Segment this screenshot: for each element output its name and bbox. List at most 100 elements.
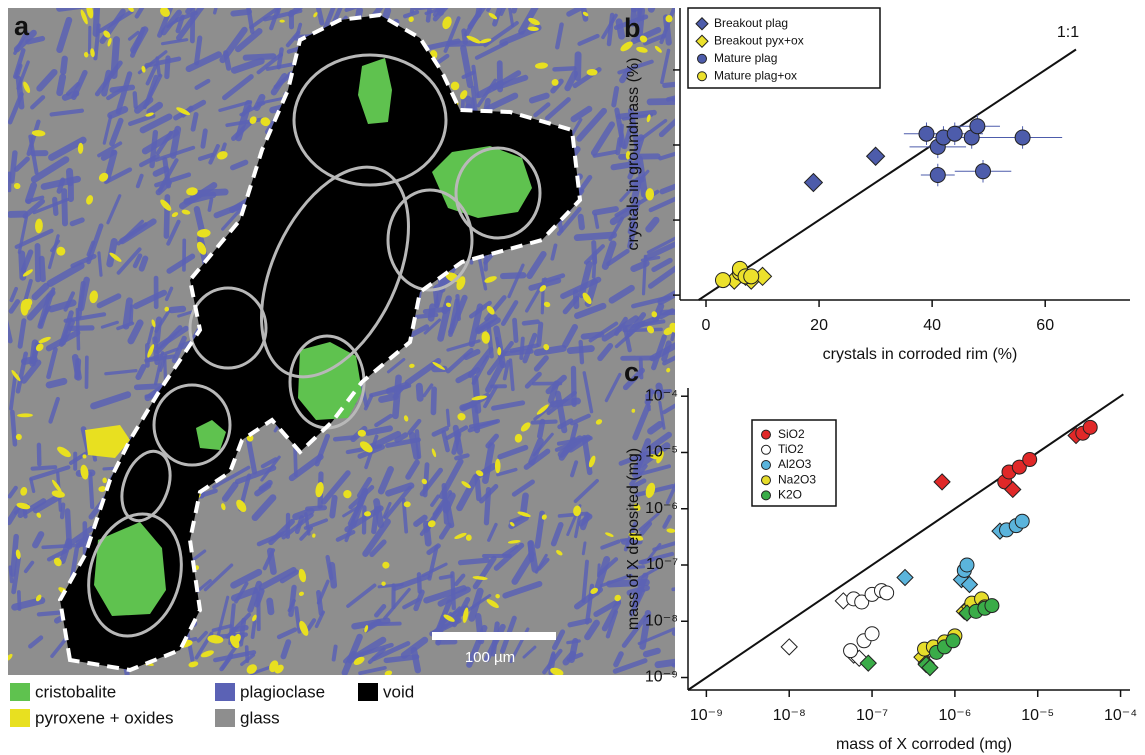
plagioclase-lath — [416, 7, 437, 9]
plagioclase-lath — [63, 59, 65, 72]
plagioclase-lath — [381, 397, 395, 400]
plagioclase-lath — [461, 560, 488, 562]
circle-marker — [919, 126, 934, 141]
circle-marker — [946, 634, 960, 648]
plagioclase-lath — [193, 114, 196, 129]
plagioclase-lath — [233, 12, 249, 14]
y-tick-label: 10⁻⁹ — [645, 669, 678, 686]
legend-label: Breakout pyx+ox — [714, 33, 804, 47]
plagioclase-lath — [55, 199, 56, 213]
plagioclase-lath — [583, 543, 585, 554]
legend-label: Na2O3 — [778, 472, 816, 486]
x-tick-label: 10⁻⁷ — [856, 707, 888, 724]
circle-marker — [865, 627, 879, 641]
plagioclase-lath — [49, 381, 64, 385]
plagioclase-lath — [203, 131, 205, 146]
plagioclase-lath — [651, 0, 660, 9]
plagioclase-lath — [521, 339, 523, 358]
plagioclase-lath — [577, 235, 613, 238]
plagioclase-lath — [417, 431, 419, 457]
plagioclase-lath — [614, 88, 617, 105]
y-tick-label: 10⁻⁴ — [645, 387, 678, 404]
legend-label: Mature plag+ox — [714, 68, 797, 82]
plagioclase-lath — [665, 83, 687, 85]
legend-label: Breakout plag — [714, 16, 788, 30]
y-tick-label: 10⁻⁸ — [645, 612, 678, 629]
plagioclase-lath — [64, 191, 65, 223]
plagioclase-lath — [412, 0, 414, 11]
micrograph: 100 µm a — [2, 0, 704, 677]
plagioclase-lath — [646, 651, 658, 654]
plagioclase-lath — [532, 96, 547, 101]
legend-swatch — [215, 683, 235, 701]
plagioclase-lath — [209, 199, 211, 210]
plagioclase-lath — [90, 474, 92, 507]
plagioclase-lath — [595, 209, 616, 213]
plagioclase-lath — [581, 342, 582, 362]
diamond-marker — [867, 147, 885, 165]
legend-label: pyroxene + oxides — [35, 708, 173, 727]
plagioclase-lath — [226, 53, 229, 68]
circle-marker — [762, 476, 771, 485]
circle-marker — [947, 126, 962, 141]
plagioclase-lath — [28, 39, 43, 42]
x-tick-label: 0 — [702, 317, 711, 334]
plagioclase-lath — [33, 467, 56, 469]
legend-swatch — [10, 683, 30, 701]
plagioclase-lath — [157, 320, 159, 341]
plagioclase-lath — [444, 485, 446, 522]
plagioclase-lath — [77, 361, 78, 377]
plagioclase-lath — [374, 509, 377, 532]
legend-label: Al2O3 — [778, 457, 812, 471]
plagioclase-lath — [533, 422, 556, 423]
plagioclase-lath — [539, 324, 541, 344]
panel-label: a — [14, 11, 30, 41]
panel-label: c — [624, 357, 639, 387]
plagioclase-lath — [537, 348, 563, 352]
chart: b0204060crystals in corroded rim (%)crys… — [624, 8, 1130, 363]
plagioclase-lath — [433, 389, 434, 412]
circle-marker — [762, 430, 771, 439]
plagioclase-lath — [247, 647, 248, 661]
legend-label: cristobalite — [35, 682, 116, 701]
plagioclase-lath — [233, 628, 246, 630]
pyroxene-grain — [495, 459, 501, 473]
chart: c10⁻⁹10⁻⁸10⁻⁷10⁻⁶10⁻⁵10⁻⁴10⁻⁹10⁻⁸10⁻⁷10⁻… — [624, 357, 1137, 753]
diamond-marker — [897, 569, 913, 585]
plagioclase-lath — [624, 329, 661, 330]
plagioclase-lath — [621, 126, 622, 145]
plagioclase-lath — [419, 386, 420, 398]
scale-bar — [432, 632, 556, 640]
plagioclase-lath — [43, 545, 83, 547]
plagioclase-lath — [553, 401, 577, 404]
plagioclase-lath — [560, 513, 587, 515]
legend-swatch — [10, 709, 30, 727]
plagioclase-lath — [477, 480, 479, 498]
circle-marker — [985, 599, 999, 613]
annotation: 1:1 — [1057, 24, 1079, 41]
x-tick-label: 10⁻⁹ — [690, 707, 723, 724]
plagioclase-lath — [584, 334, 602, 336]
plagioclase-lath — [581, 217, 582, 227]
legend-swatch — [358, 683, 378, 701]
plagioclase-lath — [65, 93, 76, 97]
plagioclase-lath — [503, 275, 523, 276]
diamond-marker — [804, 174, 822, 192]
plagioclase-lath — [12, 412, 15, 444]
plagioclase-lath — [456, 455, 467, 458]
plagioclase-lath — [60, 77, 63, 93]
legend-label: SiO2 — [778, 427, 805, 441]
x-tick-label: 10⁻⁶ — [938, 707, 971, 724]
plagioclase-lath — [662, 312, 674, 313]
plagioclase-lath — [270, 551, 273, 572]
plagioclase-lath — [554, 68, 574, 69]
panel-label: b — [624, 13, 641, 43]
circle-marker — [1023, 453, 1037, 467]
pyroxene-grain — [21, 300, 29, 316]
plagioclase-lath — [270, 601, 271, 612]
y-tick-label: 10⁻⁷ — [646, 556, 678, 573]
plagioclase-lath — [368, 428, 390, 432]
plagioclase-lath — [419, 574, 420, 591]
circle-marker — [960, 558, 974, 572]
circle-marker — [880, 586, 894, 600]
